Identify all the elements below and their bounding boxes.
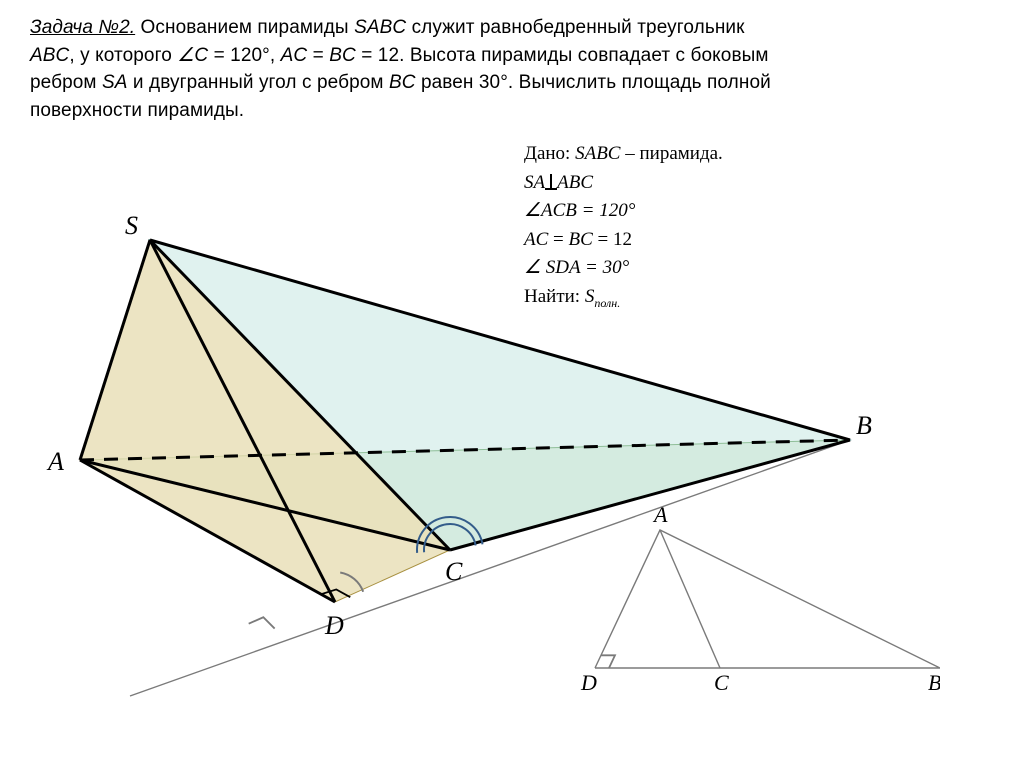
geometry-figure: S A B C D A D C B (20, 200, 940, 720)
label-d: D (324, 611, 344, 640)
label-c: C (445, 557, 463, 586)
label-b: B (856, 411, 872, 440)
svg-text:A: A (652, 502, 668, 527)
right-angle-small-icon (601, 655, 615, 668)
aux-triangle: A D C B (580, 502, 940, 695)
perpendicular-icon (545, 174, 557, 190)
svg-text:D: D (580, 670, 597, 695)
label-a: A (46, 447, 64, 476)
label-s: S (125, 211, 138, 240)
svg-text:C: C (714, 670, 729, 695)
svg-text:B: B (928, 670, 940, 695)
right-angle-ext-icon (249, 617, 275, 628)
problem-label: Задача №2. (30, 17, 135, 38)
problem-statement: Задача №2. Основанием пирамиды SABC служ… (30, 14, 984, 124)
